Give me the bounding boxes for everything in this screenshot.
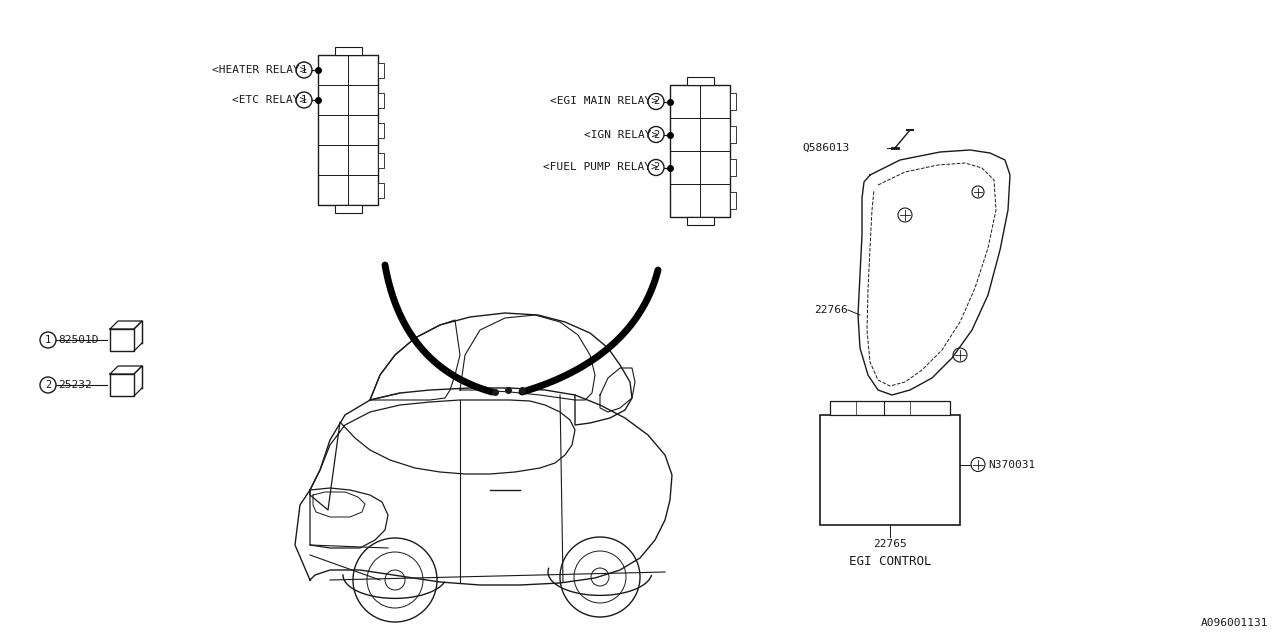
Text: 22766: 22766: [814, 305, 849, 315]
Bar: [730, 93, 736, 109]
Text: 1: 1: [301, 65, 307, 75]
Text: <EGI MAIN RELAY>: <EGI MAIN RELAY>: [550, 97, 658, 106]
Text: 25232: 25232: [58, 380, 92, 390]
Bar: [378, 63, 384, 77]
Text: <HEATER RELAY>: <HEATER RELAY>: [211, 65, 306, 75]
Text: A096001131: A096001131: [1201, 618, 1268, 628]
Text: 2: 2: [653, 163, 659, 173]
Text: 2: 2: [653, 129, 659, 140]
Text: 22765: 22765: [873, 539, 906, 549]
Bar: [378, 122, 384, 138]
Text: Q586013: Q586013: [803, 143, 850, 153]
Text: 82501D: 82501D: [58, 335, 99, 345]
Text: EGI CONTROL: EGI CONTROL: [849, 555, 932, 568]
Bar: [820, 415, 960, 525]
Bar: [334, 47, 361, 55]
Bar: [378, 182, 384, 198]
Text: 2: 2: [653, 97, 659, 106]
Text: <IGN RELAY>: <IGN RELAY>: [584, 129, 658, 140]
Bar: [378, 93, 384, 108]
Bar: [317, 55, 378, 205]
Text: <ETC RELAY>: <ETC RELAY>: [232, 95, 306, 105]
Bar: [334, 205, 361, 213]
Text: N370031: N370031: [988, 460, 1036, 470]
Bar: [730, 126, 736, 143]
Bar: [686, 77, 713, 85]
Text: 1: 1: [301, 95, 307, 105]
Bar: [669, 85, 730, 217]
Text: 2: 2: [45, 380, 51, 390]
Text: <FUEL PUMP RELAY>: <FUEL PUMP RELAY>: [543, 163, 658, 173]
Bar: [686, 217, 713, 225]
Bar: [829, 401, 950, 415]
Bar: [110, 374, 134, 396]
Bar: [110, 329, 134, 351]
Bar: [730, 159, 736, 176]
Bar: [378, 152, 384, 168]
Bar: [730, 192, 736, 209]
Text: 1: 1: [45, 335, 51, 345]
